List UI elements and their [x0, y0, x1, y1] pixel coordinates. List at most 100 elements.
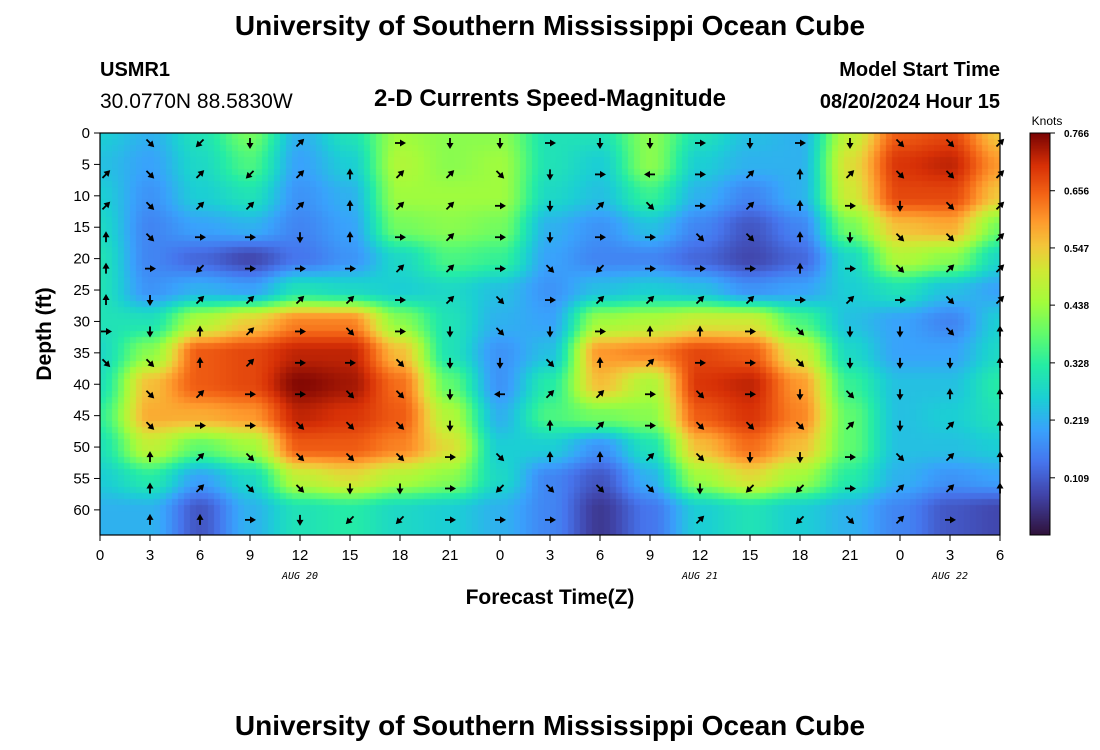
current-arrow	[945, 327, 955, 336]
current-arrow	[445, 295, 455, 305]
current-arrow	[395, 515, 405, 525]
current-arrow	[395, 358, 405, 368]
current-arrow	[745, 170, 755, 179]
current-arrow	[245, 295, 255, 305]
current-arrow	[846, 326, 854, 338]
current-arrow	[895, 264, 905, 273]
current-arrow	[595, 170, 606, 178]
current-arrow	[896, 200, 904, 212]
current-arrow	[346, 483, 354, 495]
current-arrow	[696, 483, 704, 495]
current-arrow	[246, 138, 254, 149]
x-tick-label: 21	[842, 547, 859, 564]
current-arrow	[295, 359, 306, 367]
current-arrow	[945, 421, 955, 430]
current-arrow	[245, 170, 255, 179]
current-arrow	[296, 514, 304, 526]
current-arrow	[595, 233, 606, 241]
current-arrow	[395, 452, 405, 462]
x-tick-label: 9	[246, 547, 254, 564]
current-arrow	[245, 201, 255, 210]
current-arrow	[196, 513, 204, 525]
colorbar-ticks: 0.766 0.656 0.547 0.438 0.328 0.219 0.109	[1050, 129, 1089, 485]
y-axis-label: Depth (ft)	[33, 287, 56, 380]
x-tick-label: 6	[596, 547, 604, 564]
current-arrow	[795, 327, 805, 336]
current-arrow	[695, 170, 706, 178]
current-arrow	[102, 231, 110, 243]
current-arrow	[295, 390, 306, 398]
current-arrow	[295, 421, 305, 430]
current-arrow	[196, 325, 204, 337]
current-arrow	[245, 265, 256, 273]
current-arrow	[796, 262, 804, 274]
current-arrow	[295, 452, 305, 462]
current-arrow	[546, 451, 554, 463]
current-arrow	[845, 484, 856, 492]
current-arrow	[646, 138, 654, 149]
current-arrow	[645, 201, 655, 211]
current-arrow	[245, 422, 256, 430]
current-arrow	[745, 359, 756, 367]
current-arrow	[846, 357, 854, 369]
colorbar-frame	[1029, 132, 1051, 536]
current-arrow	[945, 138, 955, 148]
current-arrow	[946, 388, 954, 400]
current-arrow	[195, 138, 205, 148]
current-arrow	[295, 265, 306, 273]
current-arrow	[446, 389, 454, 401]
current-arrow	[896, 420, 904, 432]
date-label: AUG 20	[281, 571, 318, 582]
x-tick-label: 0	[96, 547, 104, 564]
current-arrow	[545, 484, 555, 493]
colorbar-tick-label: 0.109	[1064, 474, 1089, 485]
current-arrow	[696, 325, 704, 337]
current-arrow	[846, 232, 854, 244]
current-arrow	[896, 326, 904, 338]
colorbar-tick-label: 0.328	[1064, 359, 1089, 370]
current-arrow	[295, 138, 305, 148]
current-arrow	[445, 201, 455, 210]
current-arrow	[895, 233, 905, 242]
current-arrow	[945, 516, 956, 524]
current-arrow	[245, 516, 256, 524]
colorbar-tick-label: 0.219	[1064, 416, 1089, 427]
current-arrow	[895, 484, 905, 493]
date-label: AUG 22	[931, 571, 968, 582]
current-arrow	[295, 170, 305, 179]
current-arrow	[495, 233, 506, 241]
current-arrow	[395, 421, 405, 430]
current-arrow	[346, 231, 354, 243]
x-tick-label: 3	[146, 547, 154, 564]
current-arrow	[645, 295, 655, 305]
x-tick-label: 15	[342, 547, 359, 564]
current-arrow	[345, 327, 355, 336]
current-arrow	[596, 138, 604, 149]
y-tick-label: 5	[82, 156, 90, 173]
current-arrow	[895, 170, 905, 179]
current-arrow	[196, 356, 204, 368]
x-tick-label: 12	[692, 547, 709, 564]
current-arrow	[295, 327, 306, 335]
x-tick-label: 6	[996, 547, 1004, 564]
current-arrow	[695, 202, 706, 210]
current-arrow	[695, 359, 706, 367]
colorbar-tick-label: 0.766	[1064, 129, 1089, 140]
current-arrow	[445, 484, 456, 492]
current-arrow	[845, 202, 856, 210]
current-arrow	[494, 390, 505, 398]
current-arrow	[645, 422, 656, 430]
current-arrow	[895, 138, 905, 148]
current-arrow	[645, 390, 656, 398]
current-arrow	[495, 202, 506, 210]
current-arrow	[245, 484, 255, 493]
y-tick-label: 0	[82, 125, 90, 142]
current-arrow	[695, 421, 705, 430]
current-arrow	[845, 515, 855, 525]
current-arrow	[795, 484, 805, 493]
current-arrow	[596, 356, 604, 368]
current-arrow	[796, 452, 804, 464]
x-tick-label: 18	[392, 547, 409, 564]
date-label: AUG 21	[681, 571, 718, 582]
y-axis: 0 5 10 15 20 25 30 35 40 45 50 55 60	[73, 125, 100, 519]
